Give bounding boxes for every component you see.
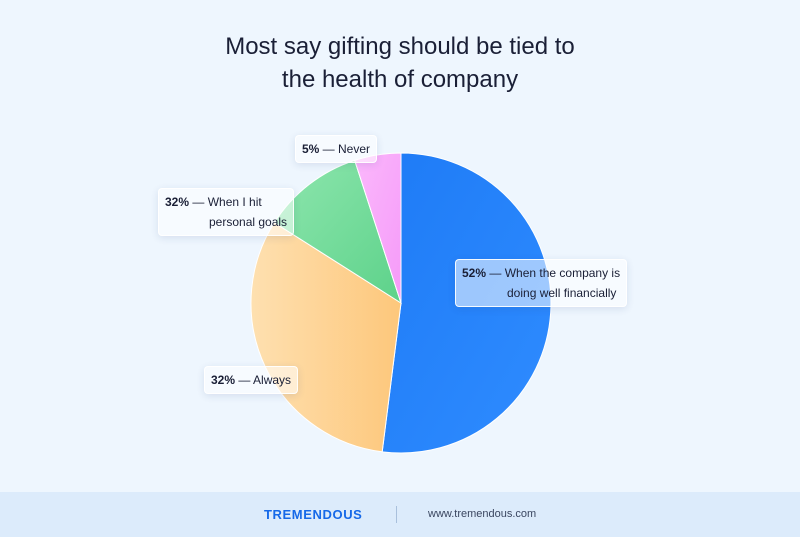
brand-logo[interactable]: TREMENDOUS xyxy=(264,507,363,522)
callout-slice-1: 32% — Always xyxy=(204,366,299,394)
callout-slice-3-label-line-1: Never xyxy=(338,142,371,156)
callout-slice-0-pct: 52% xyxy=(462,266,487,280)
callout-slice-1-label-line-1: Always xyxy=(253,373,292,387)
callout-slice-0-label-line-2: doing well financially xyxy=(507,286,617,300)
callout-slice-0-label-line-1: When the company is xyxy=(504,266,621,280)
callout-slice-2-label-line-2: personal goals xyxy=(209,215,288,229)
callout-slice-3-pct: 5% xyxy=(302,142,320,156)
callout-slice-2-pct: 32% xyxy=(165,195,190,209)
callout-slice-1-pct: 32% xyxy=(211,373,236,387)
chart-title-line-1: Most say gifting should be tied to xyxy=(225,33,575,60)
pie-chart xyxy=(250,152,552,454)
footer: TREMENDOUS www.tremendous.com xyxy=(0,492,800,537)
website-link[interactable]: www.tremendous.com xyxy=(428,508,537,520)
callout-slice-3: 5% — Never xyxy=(295,135,378,163)
chart-title-line-2: the health of company xyxy=(281,66,519,93)
chart-title: Most say gifting should be tied to the h… xyxy=(0,30,800,96)
callout-slice-2: 32% — When I hit personal goals xyxy=(158,188,295,236)
callout-slice-0: 52% — When the company is doing well fin… xyxy=(455,259,628,307)
footer-divider xyxy=(396,506,397,523)
callout-slice-2-label-line-1: When I hit xyxy=(207,195,262,209)
